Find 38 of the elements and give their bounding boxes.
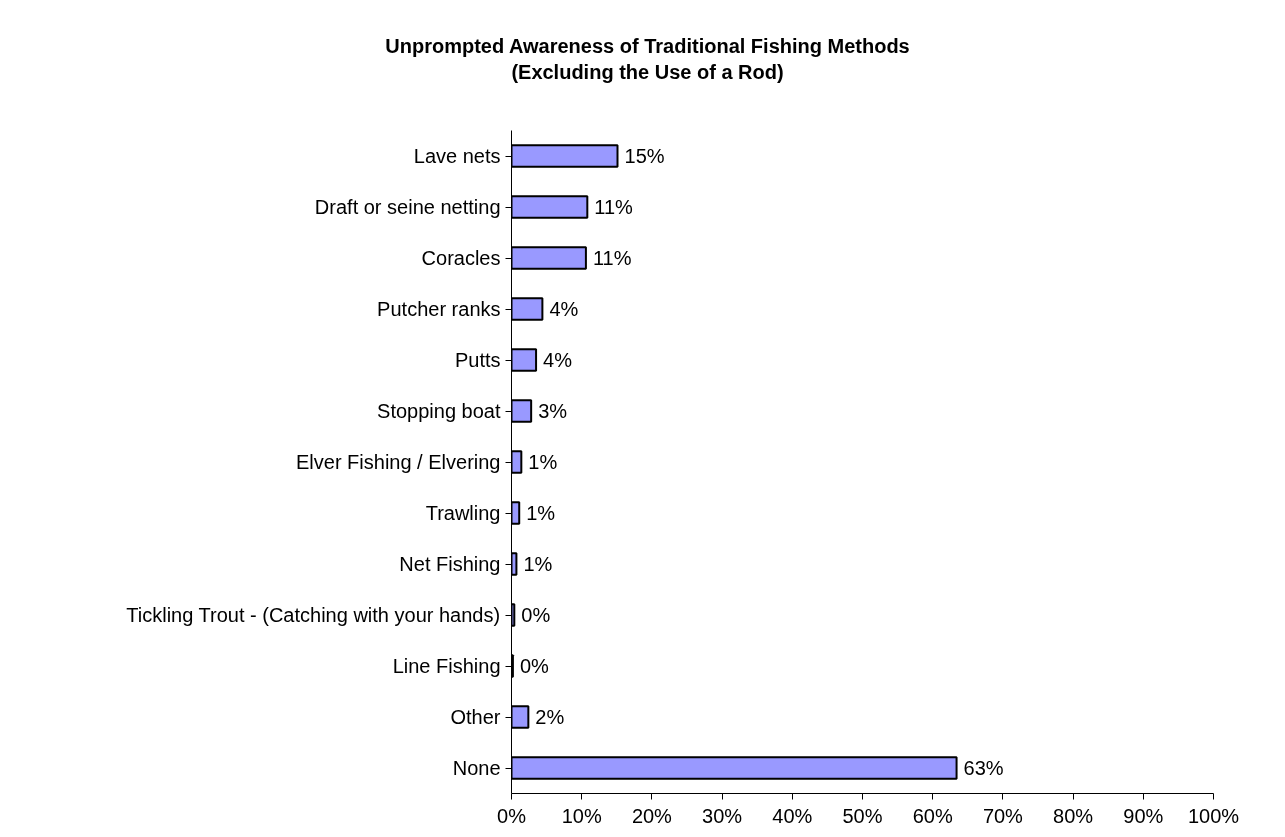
data-label: 1% [528, 451, 558, 473]
y-tick-label: Line Fishing [392, 655, 501, 677]
data-label: 0% [521, 604, 551, 626]
y-tick-label: Draft or seine netting [314, 196, 501, 218]
x-tick-label: 70% [982, 804, 1024, 827]
x-tick-label: 30% [702, 804, 743, 827]
data-label: 15% [624, 145, 665, 167]
x-tick-label: 20% [631, 804, 673, 827]
y-tick-label: None [452, 757, 501, 779]
y-tick-label: Stopping boat [377, 400, 501, 422]
y-tick-label: Trawling [425, 502, 501, 524]
y-tick-label: Net Fishing [399, 553, 501, 575]
data-label: 2% [535, 706, 565, 728]
data-label: 63% [963, 757, 1004, 779]
data-label: 11% [594, 196, 634, 218]
data-label: 0% [519, 655, 550, 677]
x-tick-label: 80% [1053, 804, 1094, 827]
x-tick-label: 100% [1187, 804, 1240, 827]
y-tick-label: Coracles [421, 247, 501, 269]
y-tick-label: Putts [454, 349, 501, 371]
data-label: 1% [523, 553, 553, 575]
y-tick-label: Putcher ranks [377, 298, 501, 320]
y-tick-label: Other [450, 706, 501, 728]
y-tick-label: Lave nets [413, 145, 501, 167]
chart-title: Unprompted Awareness of Traditional Fishing Methods (Excluding the Use of a Rod) [385, 34, 910, 85]
x-tick-label: 60% [912, 804, 953, 827]
data-label: 3% [538, 400, 568, 422]
x-tick-label: 10% [561, 804, 602, 827]
x-tick-label: 40% [772, 804, 813, 827]
y-tick-label: Tickling Trout - (Catching with your hands) [126, 604, 501, 626]
data-label: 4% [543, 349, 573, 371]
x-tick-label: 50% [842, 804, 883, 827]
x-tick-label: 90% [1123, 804, 1164, 827]
data-label: 11% [592, 247, 632, 269]
y-tick-label: Elver Fishing / Elvering [295, 451, 501, 473]
x-tick-label: 0% [497, 804, 527, 827]
data-label: 4% [549, 298, 579, 320]
data-label: 1% [526, 502, 556, 524]
